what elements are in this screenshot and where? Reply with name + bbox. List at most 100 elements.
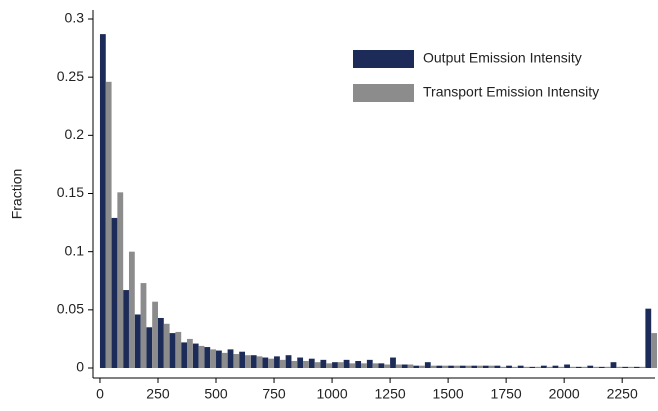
bar xyxy=(274,356,280,368)
bar xyxy=(123,290,129,368)
bar xyxy=(105,81,112,368)
bar xyxy=(500,366,507,368)
bar xyxy=(395,364,402,368)
bar xyxy=(477,365,483,368)
bar xyxy=(152,301,158,368)
y-axis-label: Fraction xyxy=(9,169,25,220)
bar xyxy=(604,366,611,368)
bar xyxy=(279,359,286,368)
bar xyxy=(297,357,304,368)
x-tick-label: 1750 xyxy=(491,386,522,402)
bar xyxy=(419,365,425,368)
bar xyxy=(332,362,338,368)
bar xyxy=(326,363,333,368)
y-tick-label: 0.1 xyxy=(65,242,85,258)
bar xyxy=(407,364,414,368)
bar xyxy=(262,357,269,368)
x-tick-label: 250 xyxy=(146,386,170,402)
y-tick-label: 0.05 xyxy=(57,301,84,317)
bar xyxy=(506,365,512,368)
bar xyxy=(117,192,124,368)
bar xyxy=(192,343,199,368)
bar xyxy=(378,363,385,368)
x-tick-label: 2250 xyxy=(607,386,638,402)
bar xyxy=(361,363,367,368)
bar xyxy=(616,366,623,368)
bar xyxy=(303,361,309,368)
bar xyxy=(169,333,176,368)
bar xyxy=(163,323,170,368)
bar xyxy=(540,365,547,368)
x-tick-label: 1500 xyxy=(433,386,464,402)
bar xyxy=(181,342,187,368)
bar xyxy=(651,333,657,368)
bar xyxy=(146,327,153,368)
bar xyxy=(140,283,147,368)
bar xyxy=(424,362,431,368)
bar xyxy=(587,365,594,368)
bar xyxy=(529,366,536,368)
bar xyxy=(111,217,118,368)
bar xyxy=(558,366,565,368)
legend-swatch xyxy=(353,50,414,68)
legend-label: Output Emission Intensity xyxy=(423,50,582,66)
bar xyxy=(453,365,460,368)
bar xyxy=(459,365,466,368)
bar xyxy=(187,338,193,368)
bar xyxy=(593,366,599,368)
x-tick-label: 500 xyxy=(204,386,228,402)
x-tick-label: 750 xyxy=(262,386,286,402)
bar xyxy=(448,365,454,368)
bar xyxy=(622,366,628,368)
bar xyxy=(430,365,437,368)
bar xyxy=(552,365,559,368)
bar xyxy=(645,308,652,368)
bar xyxy=(627,366,634,368)
bar xyxy=(221,352,228,368)
bar xyxy=(517,365,524,368)
bar xyxy=(465,365,472,368)
bar xyxy=(401,364,408,368)
bar xyxy=(239,351,246,368)
bar xyxy=(314,362,321,368)
bar xyxy=(355,361,362,368)
bar xyxy=(471,365,478,368)
bar xyxy=(157,317,164,368)
bar xyxy=(569,366,576,368)
bar xyxy=(337,362,344,368)
bar xyxy=(598,366,605,368)
bar xyxy=(343,359,350,368)
y-tick-label: 0 xyxy=(76,359,84,375)
y-tick-label: 0.2 xyxy=(65,126,85,142)
bar xyxy=(285,355,292,368)
bar xyxy=(204,347,211,368)
bar xyxy=(320,359,327,368)
bar xyxy=(610,362,617,368)
bar xyxy=(436,365,443,368)
bar xyxy=(494,365,501,368)
bar xyxy=(268,358,275,368)
bar xyxy=(198,345,205,368)
bar xyxy=(633,366,640,368)
bar xyxy=(546,366,553,368)
bar xyxy=(564,364,570,368)
y-tick-label: 0.25 xyxy=(57,68,84,84)
bar xyxy=(250,355,257,368)
y-tick-label: 0.3 xyxy=(65,10,85,26)
bar xyxy=(175,331,182,368)
bar xyxy=(99,34,106,369)
bar xyxy=(639,366,646,368)
bar xyxy=(256,356,263,368)
bar xyxy=(291,361,298,368)
bar xyxy=(511,366,518,368)
bar xyxy=(488,365,495,368)
legend-label: Transport Emission Intensity xyxy=(423,84,599,100)
bar xyxy=(216,350,222,368)
bar xyxy=(134,314,141,368)
x-tick-label: 1000 xyxy=(316,386,347,402)
bar xyxy=(227,349,234,368)
bar xyxy=(366,359,373,368)
bar xyxy=(581,366,588,368)
